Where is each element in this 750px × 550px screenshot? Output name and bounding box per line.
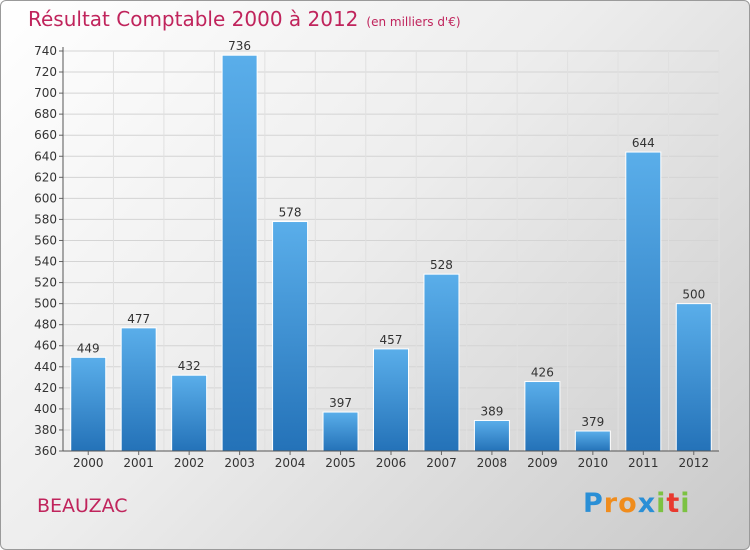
bar	[322, 411, 359, 452]
data-label: 644	[632, 136, 655, 150]
x-tick-label: 2011	[628, 456, 659, 470]
y-tick-label: 460	[34, 339, 57, 353]
bar	[574, 430, 611, 452]
proxiti-logo[interactable]: Proxiti	[583, 488, 691, 519]
y-tick-label: 400	[34, 402, 57, 416]
y-tick-label: 720	[34, 65, 57, 79]
y-tick-label: 380	[34, 423, 57, 437]
bars	[70, 54, 712, 452]
bar	[524, 381, 561, 452]
y-tick-label: 640	[34, 149, 57, 163]
data-label: 397	[329, 396, 352, 410]
bar	[171, 374, 208, 452]
x-tick-label: 2002	[174, 456, 205, 470]
y-tick-label: 740	[34, 44, 57, 58]
x-tick-label: 2006	[376, 456, 407, 470]
axes	[59, 47, 719, 455]
x-tick-label: 2010	[578, 456, 609, 470]
chart-title-block: Résultat Comptable 2000 à 2012 (en millie…	[28, 7, 461, 31]
bar	[70, 356, 107, 452]
data-label: 736	[228, 39, 251, 53]
x-tick-label: 2003	[224, 456, 255, 470]
y-tick-label: 420	[34, 381, 57, 395]
y-tick-label: 680	[34, 107, 57, 121]
x-tick-label: 2009	[527, 456, 558, 470]
logo-letter: i	[680, 488, 691, 519]
y-tick-label: 440	[34, 360, 57, 374]
x-tick-label: 2012	[678, 456, 709, 470]
x-tick-label: 2000	[73, 456, 104, 470]
bar	[373, 348, 409, 452]
y-tick-label: 500	[34, 297, 57, 311]
y-tick-label: 480	[34, 318, 57, 332]
logo-letter: t	[666, 488, 681, 519]
bar	[272, 221, 309, 452]
commune-name: BEAUZAC	[37, 495, 128, 517]
y-tick-label: 660	[34, 128, 57, 142]
y-tick-label: 560	[34, 233, 57, 247]
x-tick-label: 2008	[477, 456, 508, 470]
y-tick-label: 700	[34, 86, 57, 100]
y-tick-label: 540	[34, 255, 57, 269]
bar	[625, 151, 662, 452]
logo-letter: x	[637, 488, 657, 519]
data-label: 500	[682, 288, 705, 302]
chart-unit: (en milliers d'€)	[366, 15, 461, 29]
data-label: 389	[480, 404, 503, 418]
logo-letter: o	[618, 488, 638, 519]
y-tick-label: 620	[34, 170, 57, 184]
x-tick-label: 2007	[426, 456, 457, 470]
data-label: 449	[77, 341, 100, 355]
bar	[423, 273, 460, 452]
bar	[120, 327, 157, 452]
data-label: 432	[178, 359, 201, 373]
y-tick-label: 580	[34, 212, 57, 226]
bar	[473, 419, 510, 452]
logo-letter: i	[656, 488, 667, 519]
y-tick-label: 520	[34, 276, 57, 290]
y-tick-label: 360	[34, 444, 57, 458]
bar	[221, 54, 258, 452]
chart-title: Résultat Comptable 2000 à 2012	[28, 7, 359, 31]
y-tick-label: 600	[34, 191, 57, 205]
x-tick-label: 2001	[123, 456, 154, 470]
data-label: 578	[279, 206, 302, 220]
data-label: 528	[430, 258, 453, 272]
labels: 360 380 400 420 440 460 480 500 520 540 560 580 600 6…	[34, 39, 709, 470]
x-tick-label: 2004	[275, 456, 306, 470]
data-label: 477	[127, 312, 150, 326]
data-label: 426	[531, 366, 554, 380]
bar	[675, 303, 712, 452]
data-label: 379	[581, 415, 604, 429]
x-tick-label: 2005	[325, 456, 356, 470]
logo-letter: P	[583, 488, 604, 519]
logo-letter: r	[603, 488, 619, 519]
data-label: 457	[380, 333, 403, 347]
